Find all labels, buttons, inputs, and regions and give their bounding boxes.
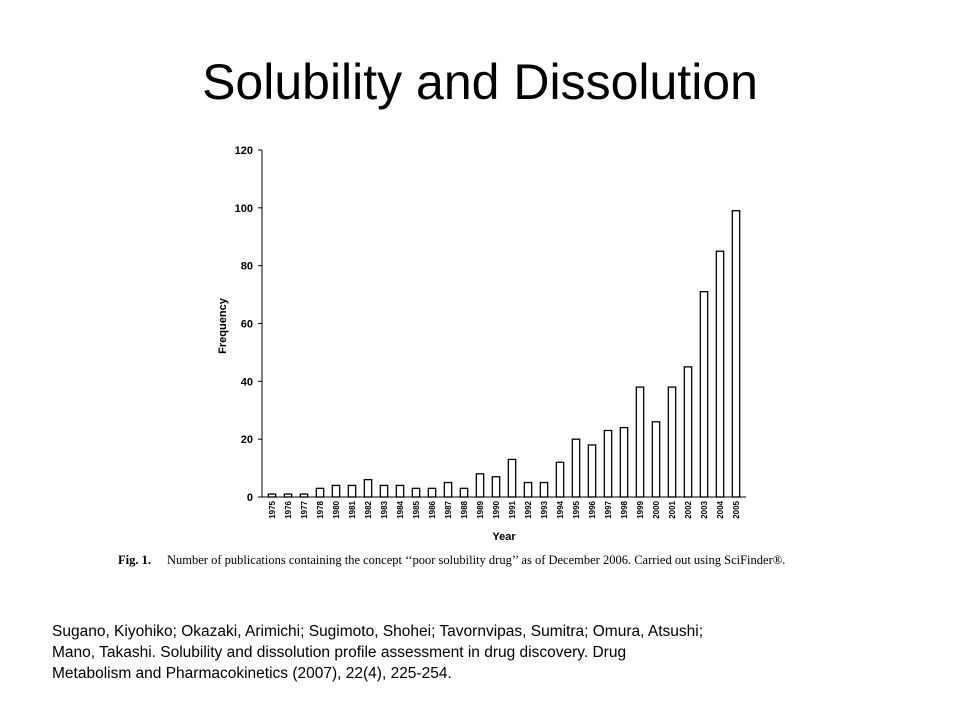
x-tick-label: 2001 <box>668 500 677 518</box>
bar <box>267 493 277 498</box>
x-tick-label: 1997 <box>604 500 613 518</box>
x-tick-label: 1982 <box>364 500 373 518</box>
x-tick-label: 1993 <box>540 500 549 518</box>
bar <box>635 386 645 498</box>
bar <box>443 481 453 498</box>
bar <box>315 487 325 498</box>
y-tick-label: 40 <box>241 376 253 388</box>
bar <box>491 476 501 498</box>
bar <box>347 484 357 498</box>
bar <box>683 366 693 498</box>
y-tick-label: 60 <box>241 319 253 331</box>
bar <box>379 484 389 498</box>
bar <box>603 429 613 498</box>
bar <box>715 250 725 498</box>
y-tick-label: 0 <box>247 492 253 504</box>
bar <box>523 481 533 498</box>
bar <box>507 458 517 498</box>
x-tick-label: 1996 <box>588 500 597 518</box>
x-tick-label: 1977 <box>300 500 309 518</box>
x-tick-label: 1989 <box>476 500 485 518</box>
bar-series <box>267 210 741 498</box>
figure-caption-label: Fig. 1. <box>118 553 151 567</box>
bar <box>411 487 421 498</box>
x-tick-label: 2005 <box>732 500 741 518</box>
y-axis-label: Frequency <box>217 297 229 354</box>
x-tick-label: 1992 <box>524 500 533 518</box>
bar <box>459 487 469 498</box>
bar <box>363 478 373 498</box>
citation-line: Mano, Takashi. Solubility and dissolutio… <box>52 644 627 661</box>
bar <box>587 444 597 498</box>
x-tick-label: 2004 <box>716 500 725 518</box>
bar <box>555 461 565 498</box>
x-tick-label: 1998 <box>620 500 629 518</box>
y-tick-label: 120 <box>235 145 253 157</box>
citation-line: Sugano, Kiyohiko; Okazaki, Arimichi; Sug… <box>52 623 704 640</box>
bar <box>651 421 661 498</box>
y-tick-label: 80 <box>241 261 253 273</box>
x-tick-label: 1991 <box>508 500 517 518</box>
bar <box>299 493 309 498</box>
x-tick-label: 1988 <box>460 500 469 518</box>
bar <box>539 481 549 498</box>
y-tick-label: 100 <box>235 203 253 215</box>
bar <box>395 484 405 498</box>
x-tick-label: 1985 <box>412 500 421 518</box>
x-tick-label: 1987 <box>444 500 453 518</box>
bar <box>667 386 677 498</box>
bar <box>331 484 341 498</box>
bar <box>427 487 437 498</box>
x-tick-label: 1983 <box>380 500 389 518</box>
x-tick-label: 2002 <box>684 500 693 518</box>
x-tick-label: 1994 <box>556 500 565 518</box>
x-tick-label: 1978 <box>316 500 325 518</box>
bar <box>475 473 485 498</box>
bar <box>699 291 709 498</box>
x-tick-label: 2003 <box>700 500 709 518</box>
bar <box>571 438 581 498</box>
slide-title: Solubility and Dissolution <box>202 54 758 110</box>
figure-caption: Fig. 1. Number of publications containing… <box>118 553 878 568</box>
bar <box>283 493 293 498</box>
x-tick-label: 1975 <box>268 500 277 518</box>
citation: Sugano, Kiyohiko; Okazaki, Arimichi; Sug… <box>52 621 882 684</box>
x-axis-label: Year <box>492 531 516 543</box>
x-tick-label: 1980 <box>332 500 341 518</box>
x-tick-label: 1984 <box>396 500 405 518</box>
figure-caption-text: Number of publications containing the co… <box>166 553 786 567</box>
bar <box>619 426 629 498</box>
x-tick-label: 1981 <box>348 500 357 518</box>
y-axis-ticks: 0 20 40 60 80 100 120 <box>235 145 262 504</box>
x-axis-tick-labels: 1975 1976 1977 1978 1980 1981 1982 1983 1984 1985… <box>268 500 741 518</box>
bar <box>731 210 741 498</box>
citation-line: Metabolism and Pharmacokinetics (2007), … <box>52 665 452 682</box>
x-tick-label: 1986 <box>428 500 437 518</box>
x-tick-label: 1999 <box>636 500 645 518</box>
x-tick-label: 1976 <box>284 500 293 518</box>
x-tick-label: 1995 <box>572 500 581 518</box>
x-tick-label: 1990 <box>492 500 501 518</box>
y-tick-label: 20 <box>241 434 253 446</box>
x-tick-label: 2000 <box>652 500 661 518</box>
